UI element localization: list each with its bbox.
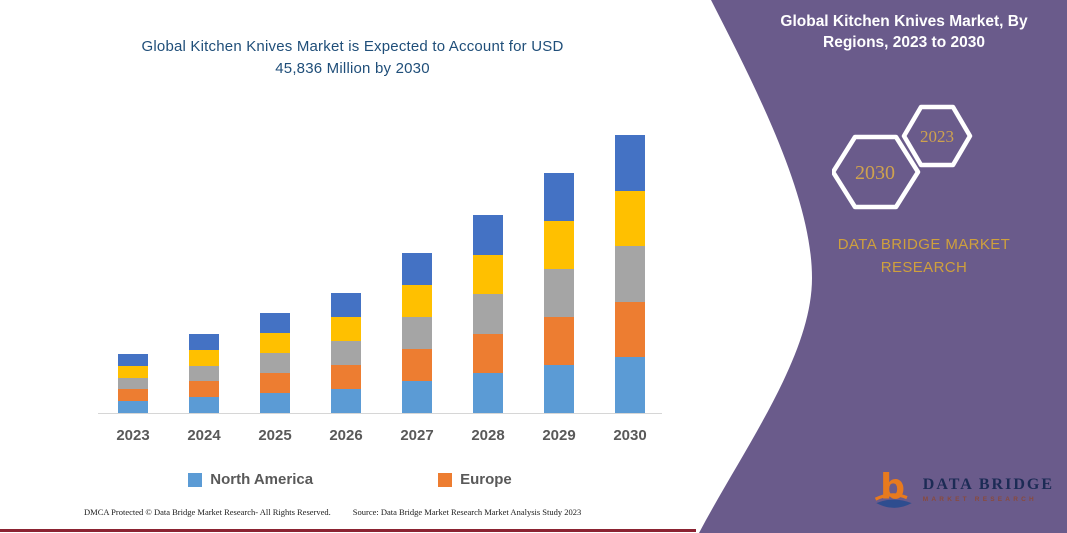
logo-subtitle: MARKET RESEARCH [922,495,1037,503]
bar-segment-2023 [118,401,148,413]
bar-segment-2029 [544,317,574,365]
bar-segment-2030 [615,246,645,302]
bar-segment-2027 [402,381,432,413]
bar-segment-2023 [118,365,148,378]
bar-2028 [473,215,503,413]
bar-segment-2024 [189,349,219,366]
bar-segment-2027 [402,349,432,381]
bar-segment-2027 [402,285,432,317]
bar-segment-2023 [118,389,148,402]
bar-segment-2028 [473,294,503,334]
bar-2026 [331,293,361,413]
bar-segment-2030 [615,135,645,191]
bar-segment-2025 [260,313,290,333]
dmca-notice: DMCA Protected © Data Bridge Market Rese… [84,507,331,517]
brand-line2: RESEARCH [880,259,968,277]
x-axis-labels: 2023 2024 2025 2026 2027 2028 2029 2030 [98,427,662,449]
bar-segment-2027 [402,317,432,349]
bar-2025 [260,313,290,413]
dbmr-logo-mark: b [874,467,912,508]
x-axis-label-2025: 2025 [258,427,292,444]
bar-segment-2029 [544,173,574,221]
logo-text: DATA BRIDGE MARKET RESEARCH [923,476,1054,503]
x-axis-label-2023: 2023 [116,427,150,444]
x-axis-label-2030: 2030 [613,427,647,444]
bar-segment-2026 [331,317,361,341]
panel-title: Global Kitchen Knives Market, By Regions… [780,13,1028,52]
bar-segment-2025 [260,353,290,373]
x-axis-label-2024: 2024 [187,427,221,444]
logo-blue-swoosh [876,499,912,508]
chart-title: Global Kitchen Knives Market is Expected… [60,36,645,80]
brand-line1: DATA BRIDGE MARKET [837,236,1011,253]
logo-name: DATA BRIDGE [922,475,1054,493]
x-axis-line [98,413,662,414]
brand-wordmark: DATA BRIDGE MARKET RESEARCH [788,233,1060,280]
bar-segment-2026 [331,341,361,365]
bar-segment-2030 [615,301,645,358]
bar-segment-2024 [189,397,219,413]
bar-segment-2028 [473,373,503,413]
legend-swatch-europe [438,472,453,487]
bar-segment-2028 [473,254,503,295]
legend-swatch-north-america [188,472,203,487]
legend-label-europe: Europe [460,471,512,488]
bar-segment-2029 [544,221,574,269]
bar-2030 [615,135,645,413]
bar-segment-2026 [331,365,361,389]
bar-segment-2024 [189,365,219,382]
bar-segment-2024 [189,381,219,398]
bottom-accent-line [0,529,696,532]
bar-2027 [402,253,432,413]
bar-segment-2028 [473,215,503,255]
x-axis-label-2027: 2027 [400,427,434,444]
bar-segment-2026 [331,389,361,413]
legend-item-north-america: North America [188,471,313,488]
x-axis-label-2029: 2029 [542,427,576,444]
x-axis-label-2028: 2028 [471,427,505,444]
bar-segment-2023 [118,377,148,390]
bar-segment-2030 [615,357,645,413]
chart-title-line1: Global Kitchen Knives Market is Expected… [141,38,564,55]
bar-2023 [118,354,148,413]
bar-segment-2029 [544,269,574,317]
footer: DMCA Protected © Data Bridge Market Rese… [0,507,700,517]
bar-segment-2027 [402,253,432,285]
hexagon-2030-label: 2030 [855,162,895,184]
bar-segment-2025 [260,333,290,353]
chart-title-line2: 45,836 Million by 2030 [275,59,430,77]
bar-segment-2026 [331,293,361,317]
bar-2029 [544,173,574,413]
bar-segment-2025 [260,393,290,413]
hexagon-2023-label: 2023 [920,127,954,146]
bar-segment-2029 [544,365,574,413]
bar-segment-2030 [615,190,645,247]
x-axis-label-2026: 2026 [329,427,363,444]
bar-2024 [189,334,219,413]
bar-chart-plot-area [98,135,662,413]
bar-segment-2023 [118,354,148,366]
hexagon-badges: 2030 2023 [832,104,973,210]
bar-segment-2028 [473,333,503,374]
hexagon-2030 [832,134,921,210]
legend-item-europe: Europe [438,471,512,488]
bar-segment-2024 [189,334,219,350]
bar-segment-2025 [260,373,290,393]
logo-orange-swoosh [874,493,908,501]
source-note: Source: Data Bridge Market Research Mark… [352,507,582,517]
dbmr-logo: b DATA BRIDGE MARKET RESEARCH [874,458,1054,520]
hexagon-2023 [901,104,973,168]
chart-legend: North America Europe [0,471,700,488]
legend-label-north-america: North America [210,471,314,488]
